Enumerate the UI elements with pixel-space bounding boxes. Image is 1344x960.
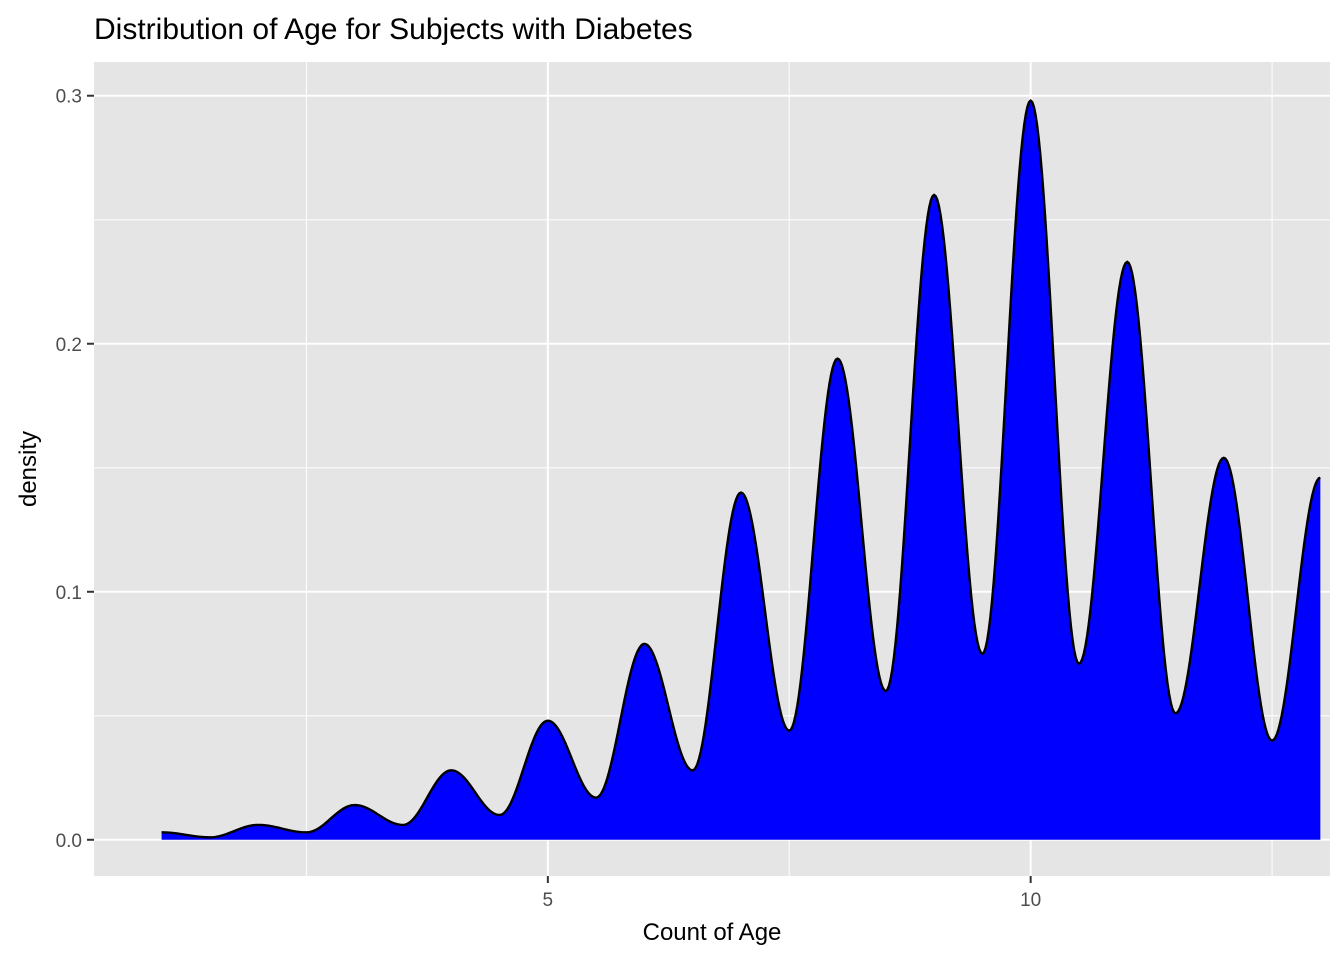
y-axis-title: density (15, 431, 42, 507)
y-tick-label: 0.3 (56, 87, 82, 108)
chart-title: Distribution of Age for Subjects with Di… (94, 13, 693, 46)
x-axis-title: Count of Age (643, 919, 782, 946)
density-area (161, 100, 1321, 840)
y-tick-label: 0.0 (56, 831, 82, 852)
x-tick-label: 10 (1020, 890, 1041, 911)
x-axis: 5 10 (543, 876, 1041, 911)
y-tick-label: 0.2 (56, 335, 82, 356)
y-axis: 0.0 0.1 0.2 0.3 (56, 87, 94, 852)
density-line (161, 99, 1321, 839)
y-tick-label: 0.1 (56, 583, 82, 604)
x-tick-label: 5 (543, 890, 554, 911)
